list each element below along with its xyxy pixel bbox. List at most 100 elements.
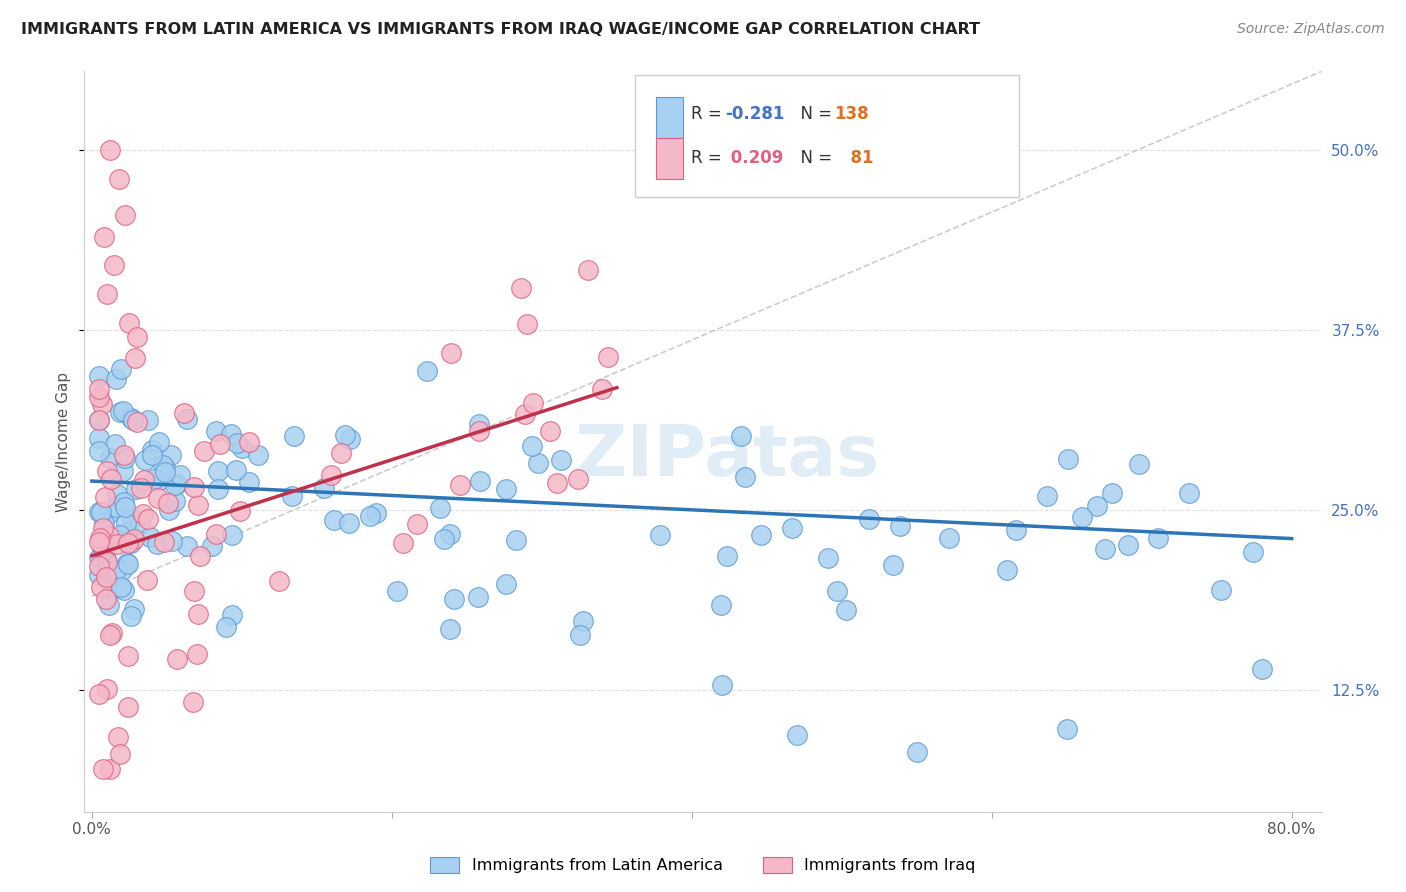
Point [208, 437, 231, 451]
Point [89, 368, 111, 383]
Point [225, 463, 247, 477]
Point [281, 490, 304, 504]
Point [90, 580, 112, 594]
Text: 138: 138 [834, 104, 869, 123]
Point [89, 505, 111, 519]
FancyBboxPatch shape [657, 97, 683, 138]
Point [160, 449, 183, 463]
Point [98, 762, 121, 776]
Point [148, 435, 170, 450]
Point [89, 534, 111, 549]
Point [96, 464, 118, 478]
Point [110, 362, 132, 376]
Point [114, 500, 136, 514]
Point [495, 482, 517, 496]
Point [509, 280, 531, 294]
Point [98, 529, 121, 543]
Point [333, 427, 356, 442]
Point [112, 448, 135, 462]
Point [321, 468, 343, 483]
Point [93, 542, 115, 557]
Point [160, 533, 183, 548]
Point [205, 526, 228, 541]
Point [120, 609, 142, 624]
Text: IMMIGRANTS FROM LATIN AMERICA VS IMMIGRANTS FROM IRAQ WAGE/INCOME GAP CORRELATIO: IMMIGRANTS FROM LATIN AMERICA VS IMMIGRA… [21, 22, 980, 37]
Point [89, 444, 111, 458]
Point [141, 442, 163, 457]
Point [129, 482, 152, 496]
Point [120, 411, 142, 425]
Point [117, 536, 139, 550]
Point [443, 591, 465, 606]
Point [710, 599, 733, 613]
Point [104, 500, 127, 514]
Point [1094, 542, 1116, 557]
Point [648, 528, 671, 542]
Point [89, 531, 111, 545]
Point [591, 382, 613, 396]
Point [183, 480, 205, 494]
Point [1250, 662, 1272, 676]
Point [1241, 545, 1264, 559]
Text: N =: N = [790, 149, 837, 167]
Point [132, 507, 155, 521]
Text: R =: R = [690, 149, 727, 167]
Point [322, 513, 344, 527]
Point [121, 413, 143, 427]
Point [219, 427, 242, 442]
Point [89, 568, 111, 582]
Point [1085, 499, 1108, 513]
Point [995, 563, 1018, 577]
Point [516, 317, 538, 331]
Point [143, 472, 166, 486]
Point [96, 555, 118, 569]
Point [538, 424, 561, 438]
Point [98, 144, 121, 158]
Point [94, 490, 117, 504]
Point [188, 549, 211, 563]
Point [157, 503, 180, 517]
Point [817, 550, 839, 565]
Point [730, 429, 752, 443]
Point [337, 516, 360, 530]
Point [433, 532, 456, 546]
Point [89, 413, 111, 427]
Text: R =: R = [690, 104, 727, 123]
Point [153, 535, 176, 549]
Point [186, 647, 208, 661]
Point [122, 602, 145, 616]
Point [392, 535, 415, 549]
Point [905, 745, 928, 759]
Point [187, 607, 209, 621]
Point [173, 405, 195, 419]
Point [112, 465, 135, 479]
Point [312, 481, 335, 495]
Point [105, 371, 128, 385]
Point [89, 550, 111, 565]
Point [596, 350, 619, 364]
Point [716, 549, 738, 563]
Point [124, 351, 146, 366]
Point [825, 584, 848, 599]
Point [110, 580, 132, 594]
Point [107, 731, 129, 745]
Point [153, 460, 176, 475]
Point [93, 521, 115, 535]
Point [780, 521, 803, 535]
Point [1004, 523, 1026, 537]
Point [889, 518, 911, 533]
Point [1147, 531, 1170, 545]
Point [117, 649, 139, 664]
Point [572, 614, 595, 628]
Point [127, 415, 149, 429]
Point [115, 516, 138, 531]
Point [145, 537, 167, 551]
Text: 81: 81 [839, 149, 873, 167]
Point [938, 531, 960, 545]
Point [118, 316, 141, 330]
Point [112, 583, 135, 598]
Point [105, 487, 128, 501]
Point [141, 448, 163, 462]
Legend: Immigrants from Latin America, Immigrants from Iraq: Immigrants from Latin America, Immigrant… [425, 850, 981, 880]
Point [505, 533, 527, 547]
